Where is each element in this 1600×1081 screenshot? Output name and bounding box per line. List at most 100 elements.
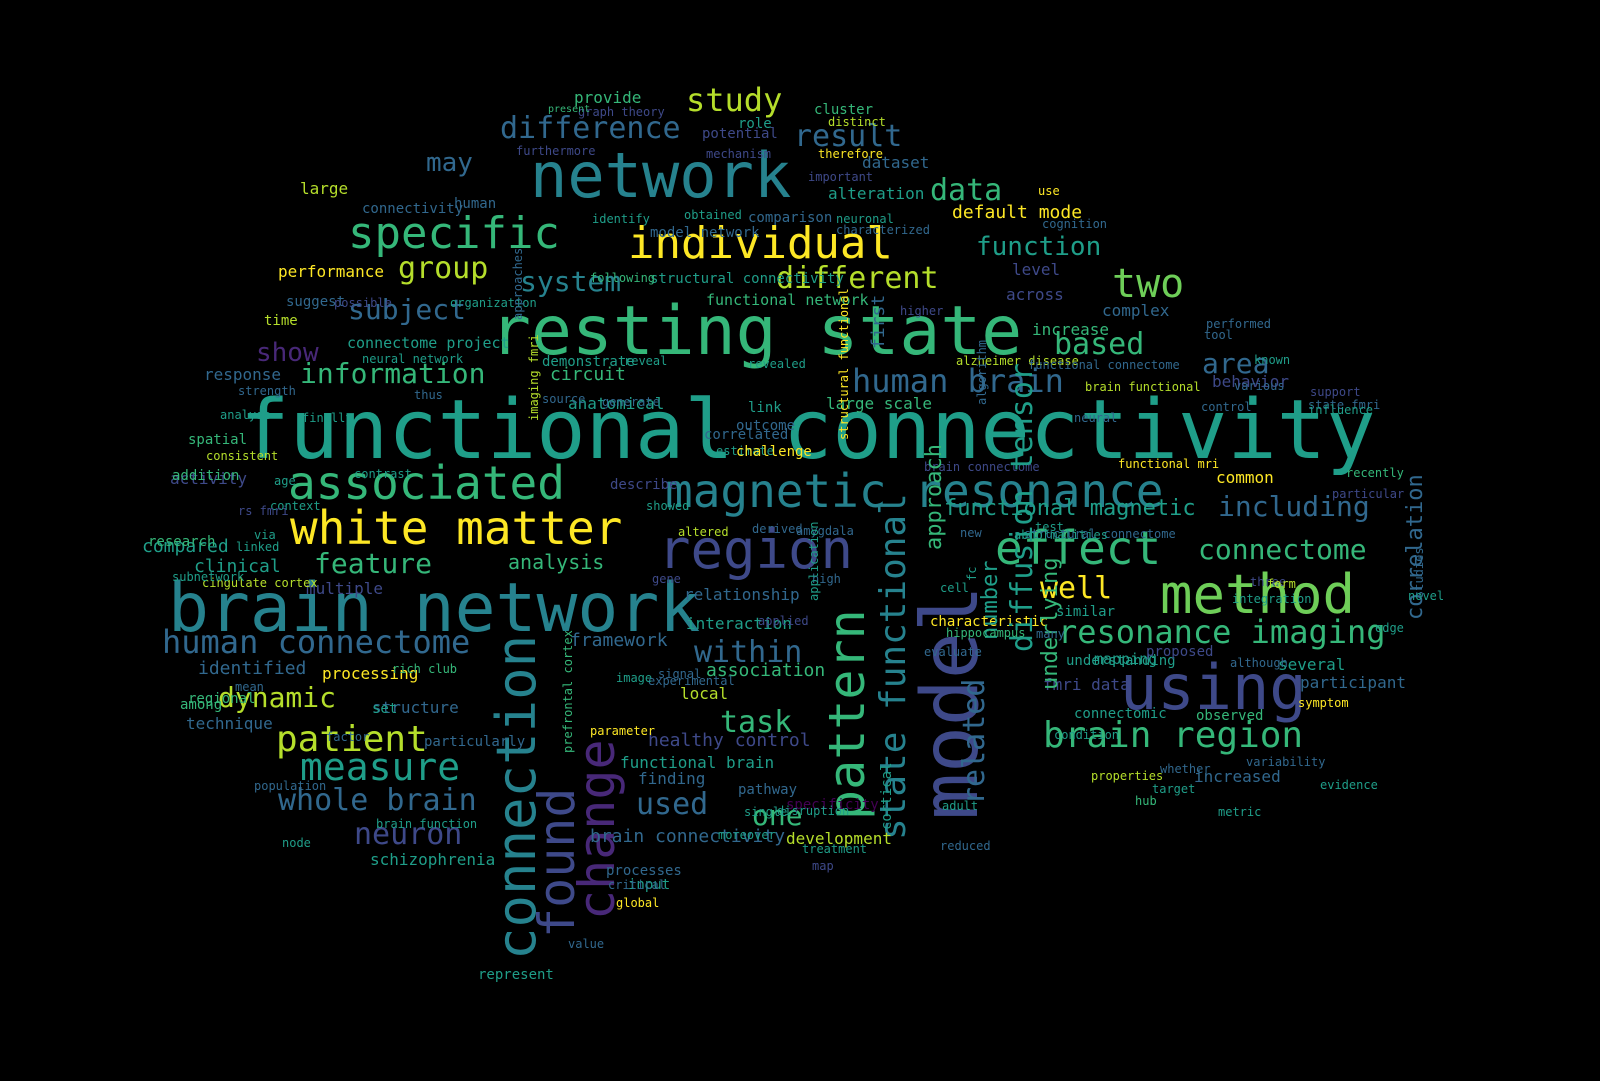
word-altered: altered [678,525,729,539]
word-performed: performed [1206,317,1272,331]
word-fc: fc [965,566,979,581]
word-function: function [976,232,1102,262]
word-understanding: understanding [1066,653,1176,669]
word-image: image [616,671,653,685]
word-research: research [148,534,216,550]
word-tool: tool [1204,328,1233,342]
word-support: support [1310,385,1361,399]
word-signal: signal [658,667,702,681]
word-possible: possible [334,296,392,310]
word-population: population [254,779,327,793]
word-human-connectome: human connectome [162,623,471,661]
word-effect: effect [995,521,1162,575]
word-control: control [1201,400,1252,414]
word-activity: activity [170,469,248,488]
word-obtained: obtained [684,208,742,222]
word-increased: increased [1194,767,1281,786]
word-functional-mri: functional mri [1118,457,1220,471]
word-many: many [1036,627,1065,641]
word-although: although [1230,656,1288,670]
word-link: link [748,400,782,416]
word-associated: associated [288,456,565,510]
word-following: following [590,271,656,285]
word-area: area [1202,347,1270,380]
word-technique: technique [186,714,273,733]
word-target: target [1152,782,1196,796]
word-mapping: mapping [1094,650,1158,668]
word-specific: specific [348,208,560,259]
word-brain-network: brain network [168,569,701,648]
word-difference: difference [500,111,681,146]
word-revealed: revealed [748,357,806,371]
word-regional: regional [188,691,256,707]
word-cortical: cortical [879,762,895,830]
word-fmri-data: fmri data [1043,675,1130,694]
word-novel: novel [1408,589,1445,603]
word-system: system [520,265,622,298]
word-performance: performance [278,262,384,281]
word-approach: approach [922,444,947,550]
word-experimental: experimental [648,674,735,688]
word-result: result [794,119,903,154]
word-functional-network: functional network [706,291,869,309]
word-interaction: interaction [686,614,792,633]
word-common: common [1216,468,1274,487]
word-neuron: neuron [354,817,463,852]
word-distinct: distinct [828,115,886,129]
word-cell: cell [940,581,969,595]
word-adult: adult [942,799,979,813]
word-whether: whether [1160,762,1211,776]
word-prefrontal-cortex: prefrontal cortex [561,630,575,753]
word-parameter: parameter [590,724,656,738]
word-integration: integration [1232,592,1312,606]
word-represent: represent [478,967,554,983]
word-method: method [1160,563,1356,626]
word-form: form [1267,577,1296,591]
word-cognition: cognition [1042,217,1108,231]
word-derived: derived [752,522,803,536]
word-three: three [1250,575,1287,589]
word-pattern: pattern [818,609,876,820]
word-spatial: spatial [188,432,248,448]
word-related: related [957,678,992,805]
word-default-mode: default mode [952,202,1083,223]
word-recently: recently [1346,466,1404,480]
word-clinical: clinical [194,556,281,577]
word-brain-connectome: brain connectome [924,460,1040,474]
word-properties: properties [1091,769,1164,783]
word-therefore: therefore [818,147,884,161]
word-contrast: contrast [354,467,412,481]
word-thus: thus [414,388,443,402]
word-dataset: dataset [862,153,930,172]
word-strength: strength [238,384,296,398]
word-characteristic: characteristic [930,614,1049,630]
word-provide: provide [574,88,642,107]
word-underlying: underlying [1038,557,1063,690]
word-resonance-imaging: resonance imaging [1058,613,1386,651]
word-level: level [1012,260,1061,279]
word-different: different [776,261,939,296]
word-multiple: multiple [306,579,384,598]
word-brain-connectivity: brain connectivity [590,826,786,847]
word-brain-region: brain region [1043,715,1304,756]
word-participant: participant [1300,673,1406,692]
word-large-scale: large scale [826,394,932,413]
word-subject: subject [348,293,467,326]
word-important: important [808,170,874,184]
word-use: use [1038,184,1060,198]
word-processes: processes [606,863,682,879]
word-amygdala: amygdala [796,524,854,538]
word-structural-connectome: structural connectome [1024,527,1176,541]
word-large: large [300,179,349,198]
word-group: group [398,251,489,286]
word-evaluate: evaluate [924,645,982,659]
word-characterized: characterized [836,223,930,237]
word-data: data [930,173,1003,208]
word-gene: gene [652,572,681,586]
word-functional-brain: functional brain [620,753,775,772]
word-brain-functional: brain functional [1085,380,1201,394]
word-node: node [282,836,311,850]
word-describe: describe [610,477,678,493]
word-abnormalities: abnormalities [1014,528,1108,542]
